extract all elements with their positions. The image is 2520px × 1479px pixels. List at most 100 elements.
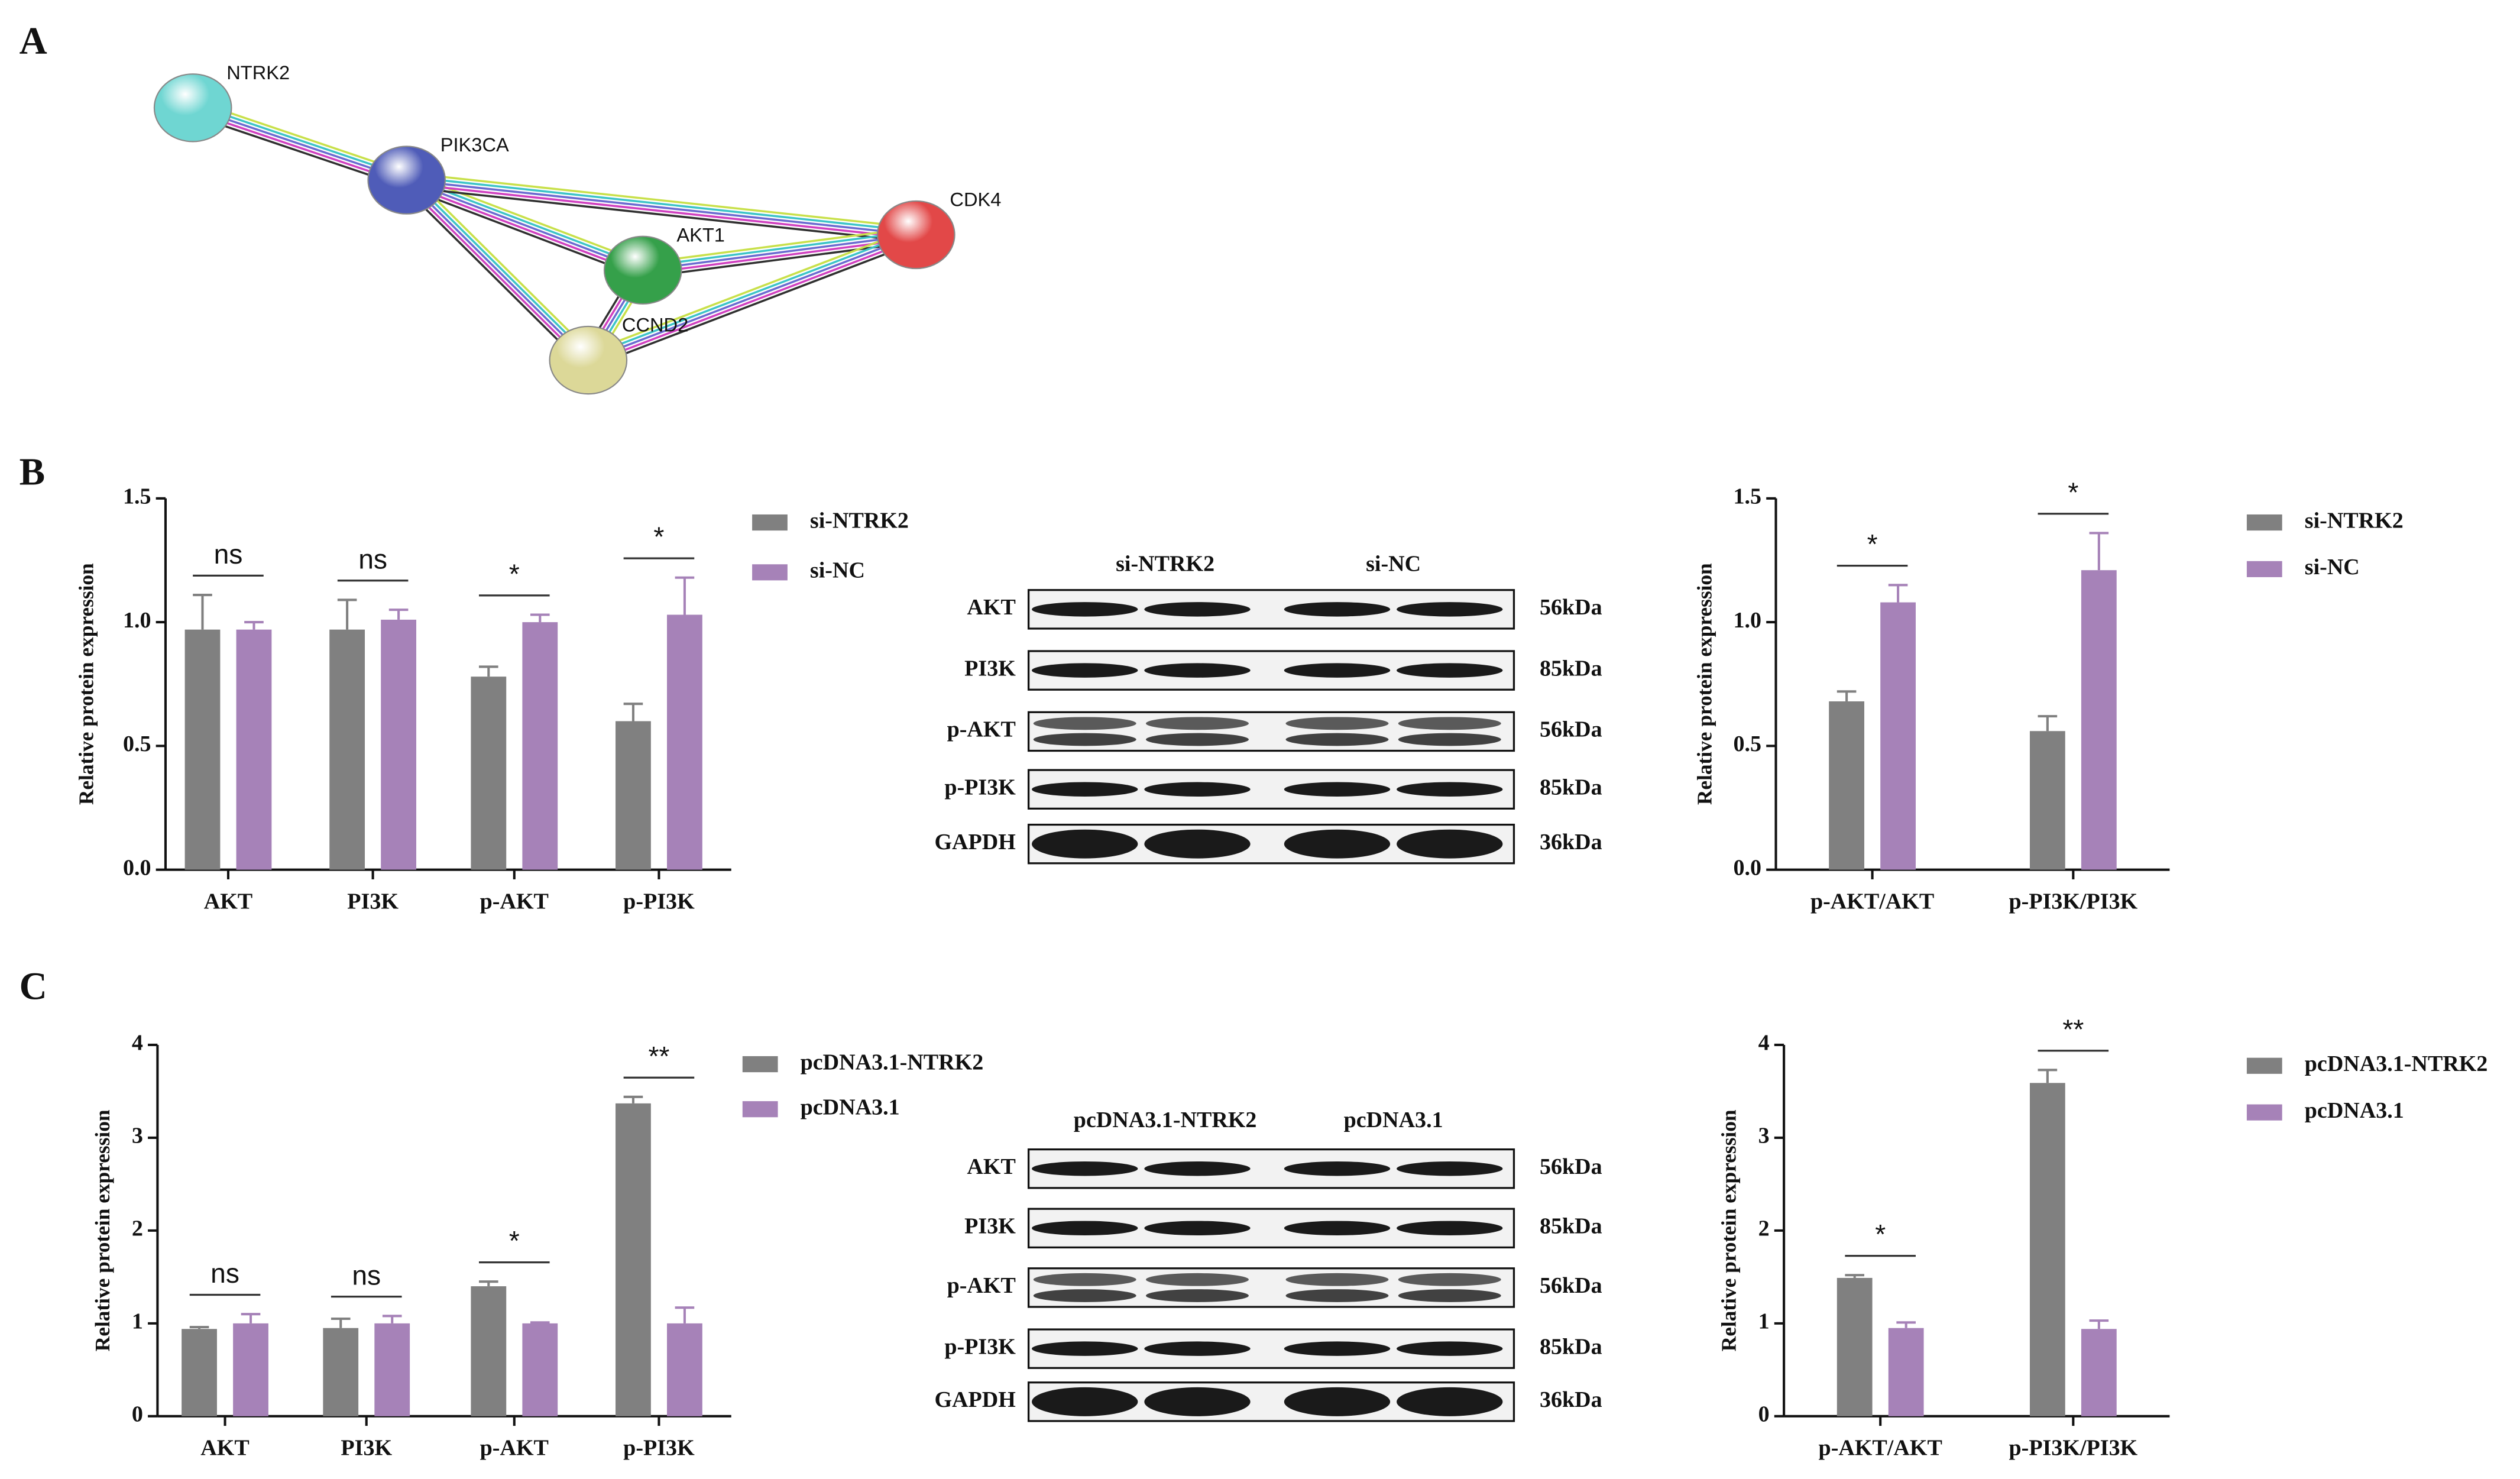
y-axis-label: Relative protein expression — [91, 1109, 114, 1351]
node-label: PIK3CA — [440, 134, 509, 156]
y-axis-label: Relative protein expression — [1693, 563, 1716, 805]
blot-band — [1397, 602, 1503, 617]
bar — [236, 629, 272, 870]
bar — [2081, 570, 2117, 870]
legend-label: pcDNA3.1-NTRK2 — [2305, 1051, 2488, 1076]
size-label: 85kDa — [1540, 1214, 1602, 1239]
blot-band — [1285, 733, 1389, 746]
y-tick-label: 0 — [1758, 1402, 1770, 1427]
bar — [522, 1323, 558, 1416]
network-node — [153, 73, 232, 143]
blot-band — [1033, 733, 1136, 746]
protein-label: GAPDH — [934, 1387, 1015, 1412]
blot-band — [1146, 1273, 1249, 1286]
y-tick-label: 1 — [132, 1309, 143, 1334]
lane-label: si-NC — [1366, 552, 1421, 577]
significance-label: * — [509, 1225, 520, 1256]
significance-label: ns — [214, 539, 243, 569]
significance-label: ns — [358, 543, 387, 574]
lane-label: pcDNA3.1-NTRK2 — [1074, 1108, 1257, 1132]
protein-label: AKT — [967, 595, 1015, 620]
significance-label: ** — [2062, 1014, 2084, 1044]
network-edge — [406, 182, 916, 240]
network-edge — [403, 186, 641, 278]
network-edge — [407, 175, 917, 232]
bar — [616, 721, 651, 870]
network-edge — [406, 179, 643, 271]
bar — [2029, 1083, 2065, 1416]
bar — [522, 622, 558, 870]
x-tick-label: p-PI3K — [623, 889, 695, 914]
blot-band — [1397, 829, 1503, 859]
network-edge — [590, 240, 919, 368]
protein-label: PI3K — [964, 1214, 1016, 1239]
significance-label: * — [1875, 1219, 1886, 1250]
bar — [329, 629, 365, 870]
blot-band — [1032, 663, 1138, 678]
legend-label: si-NC — [2305, 555, 2360, 580]
blot-band — [1398, 733, 1501, 746]
bar — [374, 1323, 410, 1416]
blot-band — [1032, 1387, 1138, 1416]
legend-swatch — [2246, 514, 2282, 531]
network-edge — [406, 179, 589, 361]
panel-label: C — [20, 965, 47, 1008]
blot-band — [1032, 829, 1138, 859]
bar — [182, 1329, 217, 1416]
y-tick-label: 0 — [132, 1402, 143, 1427]
significance-label: ns — [352, 1260, 381, 1290]
blot-band — [1144, 1161, 1251, 1176]
network-edge — [589, 237, 918, 365]
panel-label: A — [20, 20, 47, 63]
x-tick-label: AKT — [200, 1436, 249, 1461]
blot-band — [1144, 602, 1251, 617]
network-edge — [407, 171, 917, 229]
bar — [233, 1323, 268, 1416]
y-axis-label: Relative protein expression — [1718, 1109, 1741, 1351]
blot-band — [1033, 1289, 1136, 1302]
network-edge — [401, 184, 584, 366]
node-label: NTRK2 — [226, 62, 290, 83]
network-edge — [587, 230, 915, 358]
network-edge — [406, 179, 916, 236]
protein-label: p-PI3K — [944, 1334, 1016, 1359]
y-tick-label: 1 — [1758, 1309, 1770, 1334]
y-tick-label: 2 — [132, 1216, 143, 1241]
protein-label: p-PI3K — [944, 775, 1016, 800]
y-tick-label: 0.5 — [1733, 732, 1761, 756]
size-label: 56kDa — [1540, 1154, 1602, 1179]
legend-swatch — [742, 1101, 778, 1118]
node-label: AKT1 — [676, 224, 725, 245]
blot-band — [1033, 717, 1136, 730]
blot-band — [1144, 829, 1251, 859]
significance-label: * — [2068, 477, 2078, 507]
size-label: 36kDa — [1540, 1387, 1602, 1412]
protein-label: p-AKT — [947, 1273, 1016, 1298]
x-tick-label: p-AKT/AKT — [1810, 889, 1934, 914]
x-tick-label: PI3K — [341, 1436, 392, 1461]
network-edge — [403, 182, 587, 364]
blot-band — [1397, 1341, 1503, 1356]
x-tick-label: p-AKT — [480, 889, 549, 914]
bar — [471, 1286, 507, 1416]
blot-band — [1032, 602, 1138, 617]
network-node — [877, 200, 955, 270]
y-axis-label: Relative protein expression — [75, 563, 98, 805]
size-label: 36kDa — [1540, 830, 1602, 855]
blot-band — [1285, 1289, 1389, 1302]
y-tick-label: 1.5 — [123, 484, 151, 509]
bar — [184, 629, 221, 870]
y-tick-label: 0.0 — [1733, 855, 1761, 880]
protein-label: PI3K — [964, 656, 1016, 681]
blot-band — [1397, 663, 1503, 678]
blot-band — [1144, 1221, 1251, 1236]
blot-band — [1033, 1273, 1136, 1286]
blot-band — [1144, 663, 1251, 678]
blot-band — [1284, 602, 1391, 617]
network-edge — [643, 234, 916, 271]
bar — [1836, 1277, 1873, 1416]
blot-band — [1398, 1289, 1501, 1302]
legend-label: si-NTRK2 — [2305, 508, 2404, 533]
y-tick-label: 2 — [1758, 1216, 1770, 1241]
